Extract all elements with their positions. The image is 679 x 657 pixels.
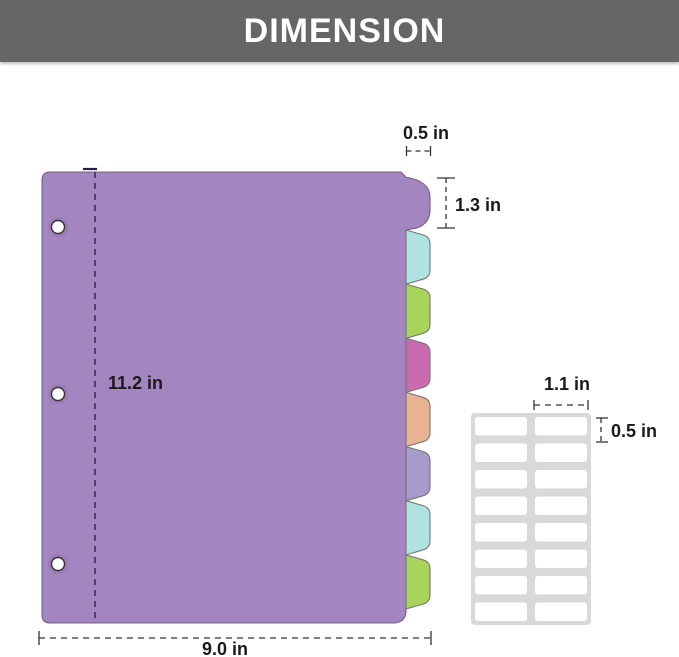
svg-text:0.5 in: 0.5 in	[611, 421, 657, 441]
svg-text:0.5 in: 0.5 in	[403, 123, 449, 143]
svg-text:1.1 in: 1.1 in	[544, 374, 590, 394]
svg-text:11.2 in: 11.2 in	[108, 373, 163, 393]
svg-text:1.3 in: 1.3 in	[455, 195, 501, 215]
svg-text:9.0 in: 9.0 in	[202, 639, 248, 657]
